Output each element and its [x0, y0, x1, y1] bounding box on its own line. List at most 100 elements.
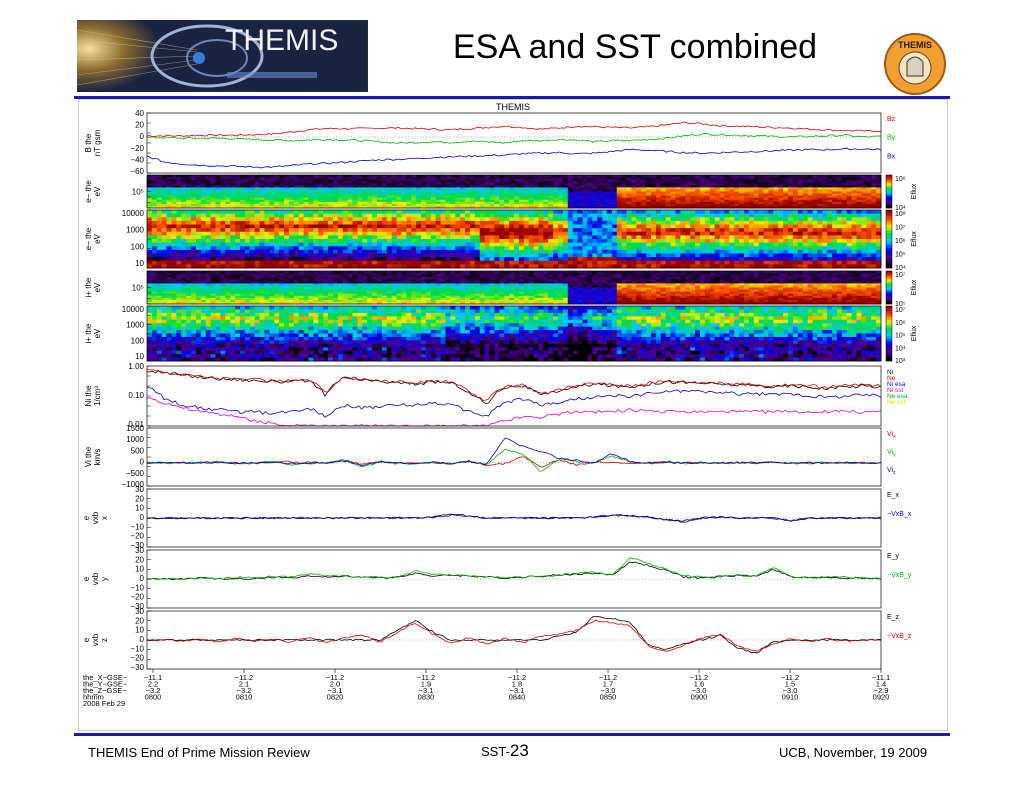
spectrogram-cell [841, 185, 848, 188]
spectrogram-cell [763, 213, 769, 218]
spectrogram-cell [685, 235, 691, 240]
spectrogram-cell [856, 257, 862, 262]
spectrogram-cell [445, 224, 451, 229]
spectrogram-cell [866, 220, 872, 225]
spectrogram-cell [729, 249, 735, 254]
spectrogram-cell [846, 187, 853, 190]
spectrogram-cell [714, 249, 720, 254]
spectrogram-cell [670, 177, 676, 180]
spectrogram-cell [734, 175, 740, 178]
spectrogram-cell [230, 181, 236, 184]
spectrogram-cell [186, 175, 192, 178]
spectrogram-cell [489, 213, 495, 218]
spectrogram-cell [284, 224, 290, 229]
spectrogram-cell [220, 177, 226, 180]
spectrogram-cell [543, 231, 549, 236]
spectrogram-cell [846, 235, 853, 240]
spectrogram-cell [254, 228, 260, 233]
spectrogram-cell [567, 205, 574, 209]
spectrogram-cell [606, 191, 613, 194]
spectrogram-cell [308, 185, 314, 188]
spectrogram-cell [577, 197, 583, 201]
spectrogram-cell [533, 191, 539, 194]
spectrogram-cell [597, 213, 603, 218]
spectrogram-cell [484, 231, 490, 236]
spectrogram-cell [274, 253, 280, 258]
spectrogram-cell [577, 217, 583, 222]
spectrogram-cell [288, 191, 295, 194]
spectrogram-cell [239, 264, 246, 269]
spectrogram-cell [494, 201, 500, 205]
spectrogram-cell [200, 183, 207, 186]
spectrogram-cell [396, 189, 402, 192]
spectrogram-cell [709, 177, 716, 180]
spectrogram-cell [734, 203, 740, 207]
spectrogram-cell [264, 228, 270, 233]
series-line [146, 121, 882, 138]
spectrogram-cell [435, 220, 441, 225]
spectrogram-cell [445, 220, 451, 225]
spectrogram-cell [832, 260, 838, 265]
spectrogram-cell [812, 228, 818, 233]
spectrogram-cell [807, 257, 813, 262]
spectrogram-cell [592, 193, 598, 197]
spectrogram-cell [724, 181, 730, 184]
spectrogram-cell [567, 264, 574, 269]
spectrogram-cell [440, 239, 446, 244]
spectrogram-cell [288, 220, 295, 225]
spectrogram-cell [362, 242, 368, 247]
spectrogram-cell [832, 257, 838, 262]
spectrogram-cell [665, 181, 671, 184]
spectrogram-cell [509, 249, 515, 254]
spectrogram-cell [514, 185, 520, 188]
spectrogram-cell [264, 213, 270, 218]
spectrogram-cell [186, 191, 192, 194]
spectrogram-cell [856, 235, 862, 240]
spectrogram-cell [298, 197, 304, 201]
colorbar-label: Eflux [911, 183, 918, 199]
spectrogram-cell [812, 213, 818, 218]
spectrogram-cell [788, 199, 794, 203]
spectrogram-cell [841, 183, 848, 186]
spectrogram-cell [851, 249, 857, 254]
spectrogram-cell [171, 187, 177, 190]
spectrogram-cell [792, 179, 799, 182]
spectrogram-cell [846, 249, 853, 254]
spectrogram-cell [147, 177, 153, 180]
spectrogram-cell [225, 203, 231, 207]
spectrogram-cell [337, 179, 344, 182]
spectrogram-cell [298, 205, 304, 209]
spectrogram-cell [846, 239, 853, 244]
spectrogram-cell [528, 181, 534, 184]
spectrogram-cell [264, 264, 270, 269]
spectrogram-cell [362, 187, 368, 190]
spectrogram-cell [690, 201, 696, 205]
spectrogram-cell [704, 189, 711, 192]
spectrogram-cell [308, 201, 314, 205]
spectrogram-cell [871, 193, 877, 197]
spectrogram-cell [249, 210, 256, 215]
spectrogram-cell [714, 264, 720, 269]
spectrogram-cell [714, 246, 720, 251]
spectrogram-cell [401, 181, 407, 184]
spectrogram-cell [386, 187, 393, 190]
spectrogram-cell [269, 183, 275, 186]
spectrogram-cell [587, 187, 593, 190]
spectrogram-cell [699, 193, 706, 197]
spectrogram-cell [528, 231, 534, 236]
spectrogram-cell [768, 242, 774, 247]
spectrogram-cell [342, 177, 349, 180]
spectrogram-cell [523, 187, 530, 190]
spectrogram-cell [200, 217, 207, 222]
spectrogram-cell [308, 203, 314, 207]
colorbar-frame [885, 174, 893, 209]
spectrogram-cell [147, 287, 153, 290]
spectrogram-cell [313, 220, 319, 225]
spectrogram-cell [279, 213, 285, 218]
spectrogram-cell [665, 246, 671, 251]
spectrogram-cell [421, 197, 427, 201]
spectrogram-cell [230, 242, 236, 247]
spectrogram-cell [685, 191, 691, 194]
spectrogram-cell [621, 201, 627, 205]
spectrogram-cell [866, 231, 872, 236]
